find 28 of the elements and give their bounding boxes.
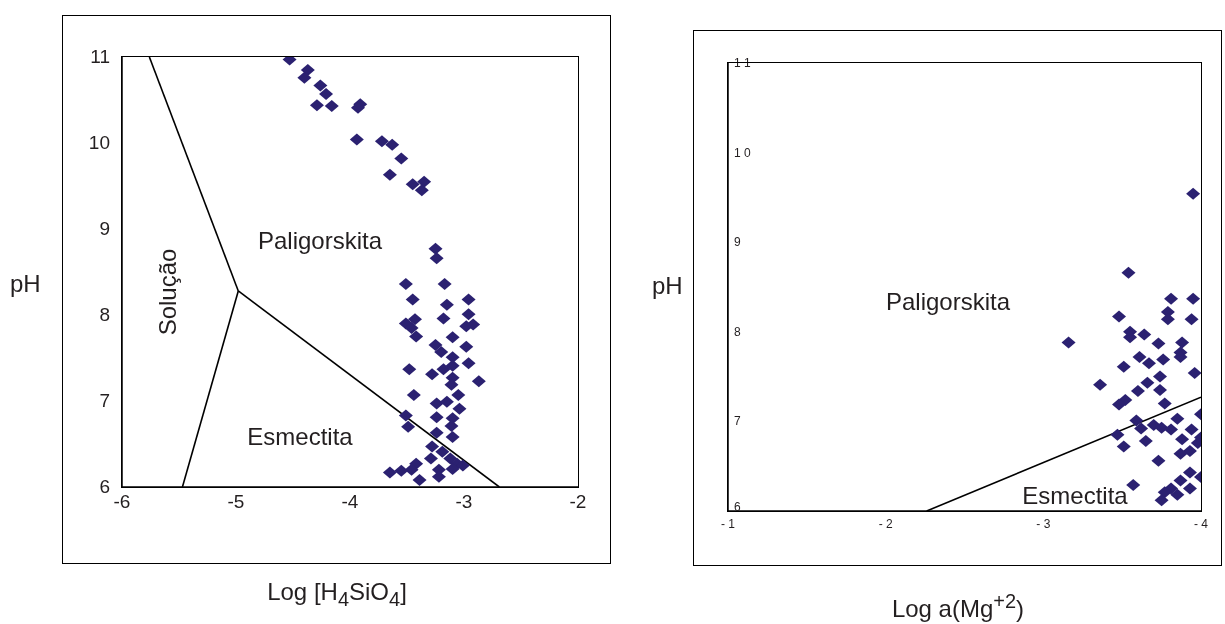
y-axis-title: pH [10, 270, 41, 298]
x-tick-label: -4 [341, 491, 359, 513]
x-axis-title: Log a(Mg$^{+2}$) [890, 590, 1026, 623]
x-tick-label: - 1 [720, 516, 736, 531]
y-tick-label: 11 [90, 46, 110, 67]
y-tick-label: 10 [88, 132, 110, 153]
y-tick-label: 7 [734, 414, 741, 429]
annotation: Esmectita [247, 423, 353, 451]
y-tick-label: 9 [99, 218, 110, 239]
x-tick-label: - 3 [1036, 516, 1051, 531]
annotation: Solução [154, 248, 182, 336]
y-tick-label: 9 [734, 235, 741, 250]
x-tick-label: -3 [455, 491, 473, 513]
x-tick-label: - 2 [878, 516, 893, 531]
y-tick-label: 7 [99, 390, 110, 411]
x-tick-label: -6 [113, 491, 131, 513]
annotation: Paligorskita [885, 288, 1011, 316]
x-tick-label: - 4 [1193, 516, 1209, 531]
y-axis-title: pH [652, 272, 683, 300]
x-tick-label: -2 [569, 491, 587, 513]
x-tick-label: -5 [227, 491, 245, 513]
y-tick-label: 6 [99, 476, 110, 497]
x-axis-title: Log [H$_{4}$SiO$_{4}$] [266, 578, 408, 611]
annotation: Paligorskita [257, 227, 383, 255]
y-tick-label: 1 0 [734, 145, 752, 160]
y-tick-label: 8 [734, 324, 741, 339]
annotation: Esmectita [1022, 482, 1128, 510]
y-tick-label: 8 [99, 304, 110, 325]
